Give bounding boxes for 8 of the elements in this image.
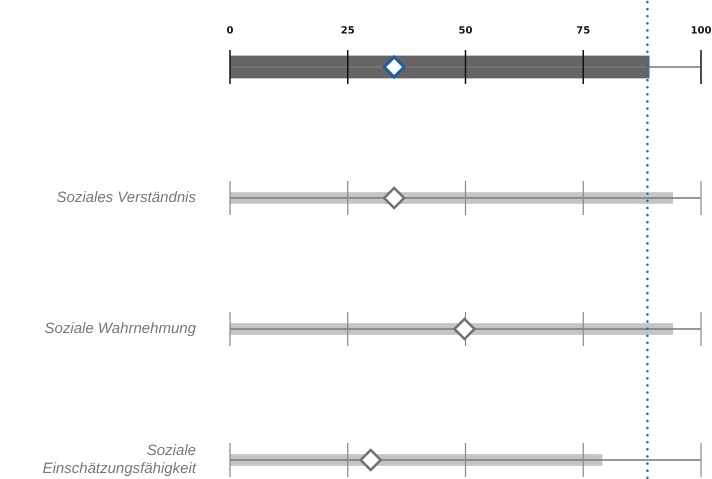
y-tick-label: Soziales Verständnis [56, 189, 196, 206]
x-tick-label: 75 [576, 26, 590, 37]
x-tick-label: 100 [690, 26, 712, 37]
y-tick-label: Soziale Einschätzungsfähigkeit [42, 442, 197, 478]
y-tick-label: Soziale Wahrnehmung [44, 320, 197, 338]
x-tick-label: 50 [458, 26, 472, 37]
x-tick-label: 0 [226, 26, 234, 37]
x-tick-label: 25 [340, 26, 355, 37]
